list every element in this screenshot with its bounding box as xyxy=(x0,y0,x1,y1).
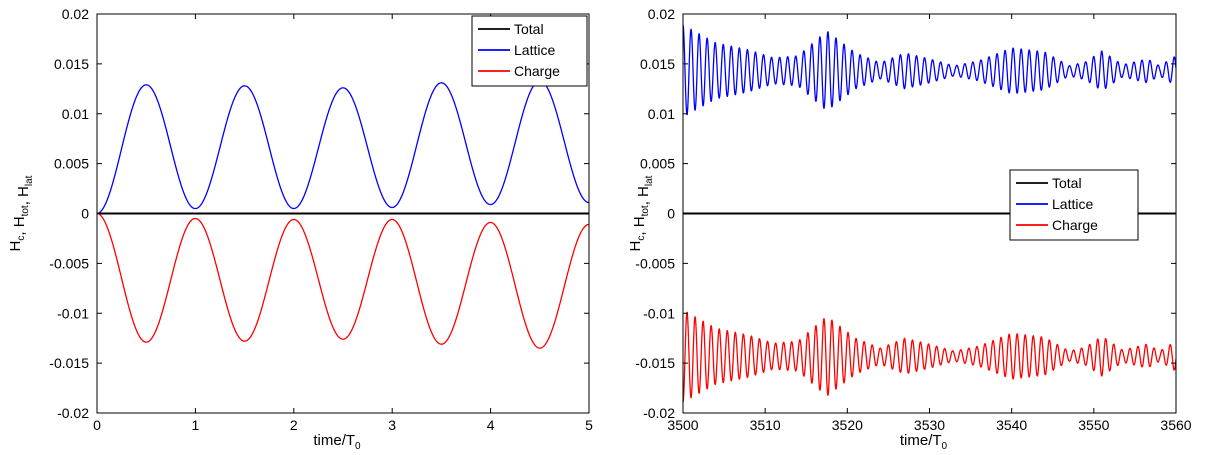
legend-label-lattice: Lattice xyxy=(1052,196,1093,212)
x-tick-label: 0 xyxy=(93,417,101,433)
x-tick-label: 1 xyxy=(192,417,200,433)
y-tick-label: -0.005 xyxy=(635,255,675,271)
y-tick-label: -0.015 xyxy=(49,355,89,371)
x-tick-label: 2 xyxy=(290,417,298,433)
y-tick-label: -0.01 xyxy=(57,305,89,321)
y-tick-label: 0.01 xyxy=(648,106,675,122)
y-tick-label: 0 xyxy=(667,206,675,222)
chart-1: 0 1 2 3 4 5 -0.02 -0.015 -0.01 -0.005 0 0.005 0.01 0.… xyxy=(7,6,593,452)
x-tick-label: 3550 xyxy=(1078,417,1109,433)
legend: Total Lattice Charge xyxy=(471,15,588,87)
legend: Total Lattice Charge xyxy=(1009,169,1139,241)
chart-2: 3500 3510 3520 3530 3540 3550 3560 -0.02 -0.015 -… xyxy=(627,6,1192,452)
x-tick-label: 3560 xyxy=(1160,417,1191,433)
x-tick-label: 3 xyxy=(388,417,396,433)
x-tick-label: 4 xyxy=(487,417,495,433)
x-axis-label: time/T0 xyxy=(900,432,948,452)
x-tick-label: 3510 xyxy=(750,417,781,433)
legend-label-total: Total xyxy=(1052,175,1082,191)
y-tick-label: -0.005 xyxy=(49,255,89,271)
y-axis-label: Hc, Htot, Hlat xyxy=(7,175,35,251)
legend-label-charge: Charge xyxy=(1052,217,1098,233)
y-tick-label: 0.005 xyxy=(640,156,675,172)
legend-label-charge: Charge xyxy=(514,63,560,79)
y-tick-label: 0.015 xyxy=(54,56,89,72)
y-tick-label: 0.005 xyxy=(54,156,89,172)
y-tick-label: 0.01 xyxy=(62,106,89,122)
x-tick-label: 3520 xyxy=(832,417,863,433)
y-axis-label: Hc, Htot, Hlat xyxy=(627,175,655,251)
x-tick-label: 3540 xyxy=(996,417,1027,433)
x-tick-label: 3500 xyxy=(667,417,698,433)
series-group xyxy=(97,80,589,349)
x-tick-label: 5 xyxy=(585,417,593,433)
y-tick-label: -0.02 xyxy=(57,405,89,421)
y-tick-label: -0.015 xyxy=(635,355,675,371)
series-line-lattice xyxy=(683,24,1176,116)
series-line-charge xyxy=(97,212,589,349)
y-tick-label: 0.02 xyxy=(648,6,675,22)
legend-box xyxy=(471,15,588,87)
y-tick-label: 0.015 xyxy=(640,56,675,72)
legend-label-lattice: Lattice xyxy=(514,42,555,58)
series-line-charge xyxy=(683,311,1176,403)
y-tick-label: 0.02 xyxy=(62,6,89,22)
legend-box xyxy=(1009,169,1139,241)
y-tick-label: -0.01 xyxy=(643,305,675,321)
y-tick-label: -0.02 xyxy=(643,405,675,421)
x-tick-label: 3530 xyxy=(914,417,945,433)
x-axis-label: time/T0 xyxy=(313,432,361,452)
series-line-lattice xyxy=(97,80,589,215)
y-tick-label: 0 xyxy=(81,206,89,222)
legend-label-total: Total xyxy=(514,21,544,37)
